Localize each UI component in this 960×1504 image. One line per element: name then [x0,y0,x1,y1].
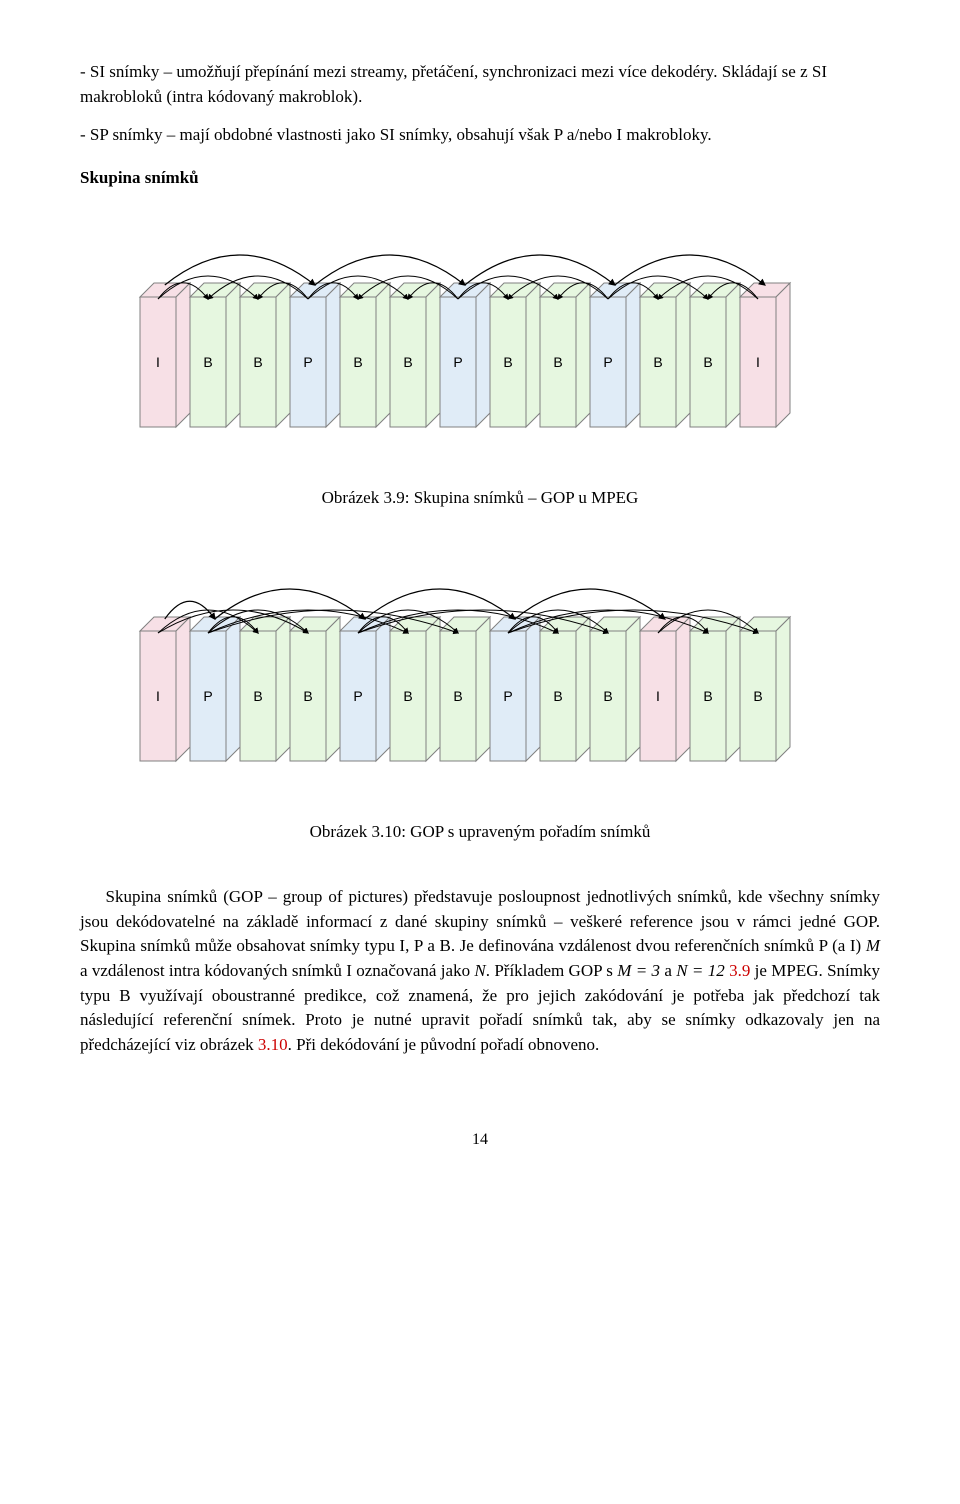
math-n: N [474,961,485,980]
math-m: M [866,936,880,955]
para-text: Skupina snímků (GOP – group of pictures)… [80,887,880,955]
gop-diagram-2: IPBBPBBPBBIBB [80,551,920,791]
svg-text:B: B [403,354,412,370]
figure-gop-mpeg: IBBPBBPBBPBBI [80,217,880,465]
svg-text:B: B [603,688,612,704]
svg-text:I: I [756,354,760,370]
svg-text:B: B [553,354,562,370]
svg-text:P: P [303,354,312,370]
svg-text:P: P [453,354,462,370]
svg-text:B: B [353,354,362,370]
svg-text:P: P [603,354,612,370]
figure-caption-1: Obrázek 3.9: Skupina snímků – GOP u MPEG [80,486,880,511]
body-paragraph: Skupina snímků (GOP – group of pictures)… [80,885,880,1057]
svg-text:P: P [353,688,362,704]
svg-text:B: B [653,354,662,370]
para-text: a vzdálenost intra kódovaných snímků I o… [80,961,474,980]
svg-text:B: B [553,688,562,704]
page-number: 14 [80,1128,880,1151]
para-text: . Při dekódování je původní pořadí obnov… [288,1035,600,1054]
svg-text:P: P [203,688,212,704]
svg-text:B: B [303,688,312,704]
svg-text:B: B [753,688,762,704]
svg-text:B: B [253,354,262,370]
svg-text:I: I [156,688,160,704]
svg-text:I: I [656,688,660,704]
svg-text:B: B [503,354,512,370]
bullet-si: - SI snímky – umožňují přepínání mezi st… [80,60,880,109]
svg-text:I: I [156,354,160,370]
gop-diagram-1: IBBPBBPBBPBBI [80,217,920,457]
svg-text:P: P [503,688,512,704]
svg-text:B: B [703,688,712,704]
svg-text:B: B [703,354,712,370]
section-heading: Skupina snímků [80,166,880,191]
svg-text:B: B [453,688,462,704]
figure-caption-2: Obrázek 3.10: GOP s upraveným pořadím sn… [80,820,880,845]
math-n12: N = 12 [676,961,724,980]
figure-ref-link[interactable]: 3.10 [258,1035,288,1054]
figure-gop-reordered: IPBBPBBPBBIBB [80,551,880,799]
svg-text:B: B [253,688,262,704]
figure-ref-link[interactable]: 3.9 [729,961,750,980]
math-m3: M = 3 [617,961,660,980]
bullet-sp: - SP snímky – mají obdobné vlastnosti ja… [80,123,880,148]
svg-text:B: B [403,688,412,704]
para-text: a [660,961,676,980]
para-text: . Příkladem GOP s [486,961,617,980]
svg-text:B: B [203,354,212,370]
